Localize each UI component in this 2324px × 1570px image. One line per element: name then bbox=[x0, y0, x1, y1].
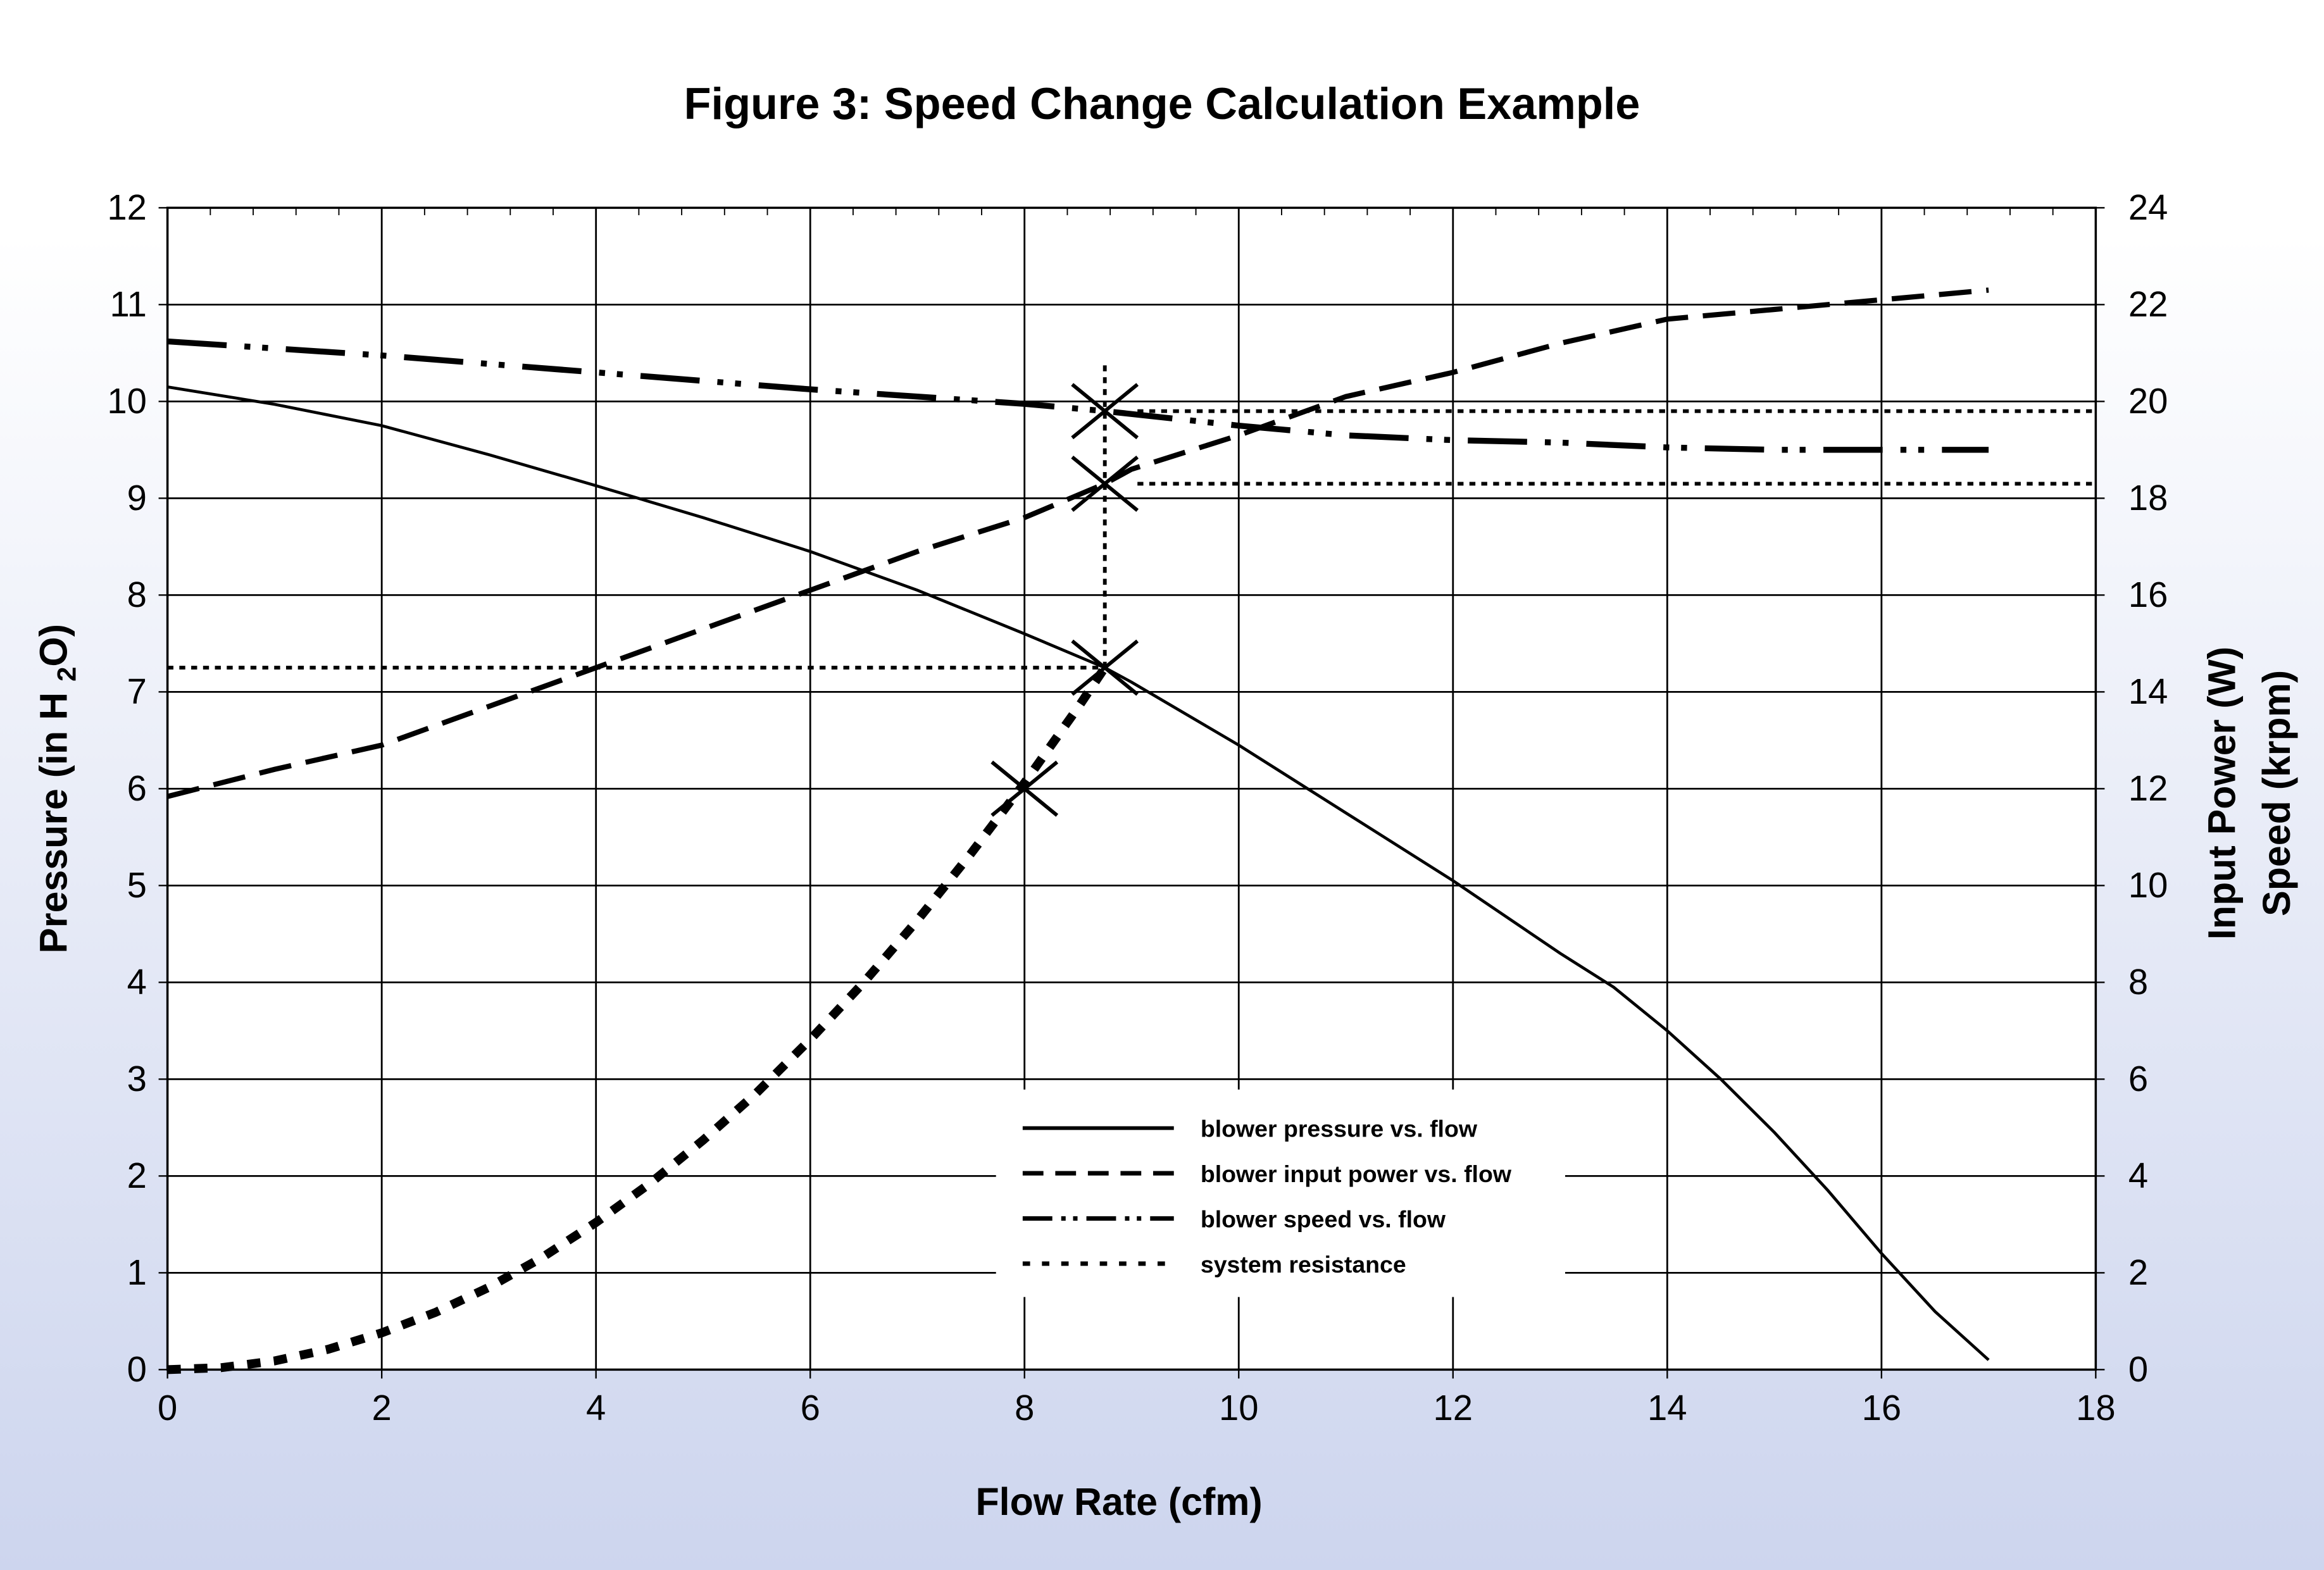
y2-tick-label: 24 bbox=[2128, 187, 2168, 227]
series-line-dotted bbox=[167, 665, 1109, 1374]
y-tick-label: 3 bbox=[127, 1059, 147, 1099]
x-tick-label: 6 bbox=[801, 1388, 820, 1428]
series-line-solid bbox=[167, 385, 1990, 1361]
x-marker-icon bbox=[990, 760, 1059, 817]
y2-tick-label: 12 bbox=[2128, 768, 2168, 808]
y-tick-label: 0 bbox=[127, 1349, 147, 1389]
y2-tick-label: 16 bbox=[2128, 575, 2168, 614]
y2-tick-label: 0 bbox=[2128, 1349, 2148, 1389]
y-tick-label: 10 bbox=[107, 381, 147, 421]
y2-tick-label: 20 bbox=[2128, 381, 2168, 421]
x-marker-icon bbox=[1071, 383, 1139, 440]
y2-tick-label: 4 bbox=[2128, 1156, 2148, 1195]
series-line-dashed bbox=[166, 287, 1989, 799]
y2-tick-label: 2 bbox=[2128, 1252, 2148, 1292]
y2-tick-label: 14 bbox=[2128, 671, 2168, 711]
y-axis-label: Pressure (in H 2O) bbox=[32, 624, 81, 954]
y2-axis-label-speed: Speed (krpm) bbox=[2255, 670, 2298, 916]
y-tick-label: 9 bbox=[127, 478, 147, 518]
y2-axis-label-power: Input Power (W) bbox=[2200, 647, 2243, 940]
y-tick-label: 7 bbox=[127, 671, 147, 711]
y-tick-label: 1 bbox=[127, 1252, 147, 1292]
x-marker-icon bbox=[1071, 639, 1139, 696]
y-tick-label: 8 bbox=[127, 575, 147, 614]
legend-label: blower input power vs. flow bbox=[1201, 1161, 1512, 1187]
x-tick-label: 14 bbox=[1647, 1388, 1687, 1428]
y-tick-label: 6 bbox=[127, 768, 147, 808]
x-tick-label: 16 bbox=[1862, 1388, 1902, 1428]
y-tick-label: 5 bbox=[127, 865, 147, 905]
legend-label: system resistance bbox=[1201, 1251, 1406, 1278]
x-tick-label: 8 bbox=[1015, 1388, 1034, 1428]
x-tick-label: 18 bbox=[2076, 1388, 2116, 1428]
x-axis-label: Flow Rate (cfm) bbox=[975, 1480, 1262, 1523]
y2-tick-label: 6 bbox=[2128, 1059, 2148, 1099]
x-marker-icon bbox=[1071, 455, 1139, 512]
chart-title: Figure 3: Speed Change Calculation Examp… bbox=[684, 78, 1640, 128]
legend-label: blower speed vs. flow bbox=[1201, 1206, 1446, 1233]
legend-label: blower pressure vs. flow bbox=[1201, 1116, 1478, 1142]
series-line-dash-dot bbox=[167, 338, 1989, 453]
x-tick-label: 2 bbox=[372, 1388, 392, 1428]
y-tick-label: 11 bbox=[110, 284, 147, 324]
y-tick-label: 12 bbox=[107, 187, 147, 227]
legend: blower pressure vs. flow blower input pow… bbox=[996, 1089, 1565, 1297]
y2-tick-label: 8 bbox=[2128, 962, 2148, 1002]
y-tick-label: 4 bbox=[127, 962, 147, 1002]
x-tick-label: 0 bbox=[158, 1388, 177, 1428]
x-tick-label: 10 bbox=[1219, 1388, 1259, 1428]
y2-tick-label: 18 bbox=[2128, 478, 2168, 518]
x-tick-label: 4 bbox=[586, 1388, 606, 1428]
x-tick-label: 12 bbox=[1434, 1388, 1473, 1428]
y-tick-label: 2 bbox=[127, 1156, 147, 1195]
y2-tick-label: 22 bbox=[2128, 284, 2168, 324]
y2-tick-label: 10 bbox=[2128, 865, 2168, 905]
